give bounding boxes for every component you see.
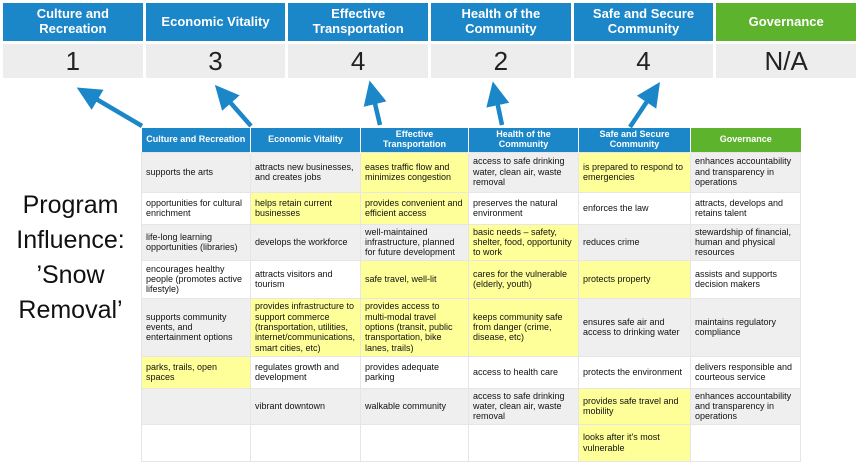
matrix-cell: keeps community safe from danger (crime,… — [468, 297, 579, 357]
matrix-row: looks after it's most vulnerable — [141, 423, 801, 462]
score-column: Safe and Secure Community 4 — [573, 3, 714, 78]
matrix-cell: access to safe drinking water, clean air… — [468, 387, 579, 425]
score-value: 4 — [573, 44, 714, 78]
matrix-cell: well-maintained infrastructure, planned … — [360, 223, 469, 261]
matrix-cell: eases traffic flow and minimizes congest… — [360, 151, 469, 193]
arrow-economic-vitality — [214, 84, 253, 128]
score-value: N/A — [716, 44, 856, 78]
matrix-cell: protects property — [578, 259, 691, 299]
matrix-cell: enhances accountability and transparency… — [690, 151, 801, 193]
influence-matrix: Culture and Recreation Economic Vitality E… — [141, 128, 801, 462]
scoreboard: Culture and Recreation 1 Economic Vitality… — [3, 3, 856, 78]
program-title: Program Influence: ’Snow Removal’ — [16, 191, 125, 324]
score-column: Health of the Community 2 — [431, 3, 571, 78]
matrix-cell — [690, 423, 801, 462]
matrix-row: supports the arts attracts new businesses… — [141, 151, 801, 193]
matrix-column-header: Health of the Community — [468, 128, 579, 152]
matrix-cell: basic needs – safety, shelter, food, opp… — [468, 223, 579, 261]
matrix-cell: looks after it's most vulnerable — [578, 423, 691, 462]
matrix-cell: attracts visitors and tourism — [250, 259, 361, 299]
matrix-cell: opportunities for cultural enrichment — [141, 191, 251, 225]
matrix-row: life-long learning opportunities (librar… — [141, 223, 801, 261]
matrix-cell — [141, 387, 251, 425]
matrix-cell: is prepared to respond to emergencies — [578, 151, 691, 193]
score-header: Economic Vitality — [145, 3, 286, 41]
matrix-row: supports community events, and entertain… — [141, 297, 801, 357]
matrix-cell: cares for the vulnerable (elderly, youth… — [468, 259, 579, 299]
matrix-cell: safe travel, well-lit — [360, 259, 469, 299]
arrow-safe-secure-community — [628, 82, 660, 129]
matrix-cell: stewardship of financial, human and phys… — [690, 223, 801, 261]
score-header: Safe and Secure Community — [573, 3, 714, 41]
matrix-cell: reduces crime — [578, 223, 691, 261]
score-header: Health of the Community — [431, 3, 571, 41]
matrix-column-header: Economic Vitality — [250, 128, 361, 152]
score-column: Effective Transportation 4 — [288, 3, 428, 78]
score-header: Culture and Recreation — [3, 3, 143, 41]
matrix-cell: preserves the natural environment — [468, 191, 579, 225]
matrix-cell: provides convenient and efficient access — [360, 191, 469, 225]
matrix-row: parks, trails, open spaces regulates grow… — [141, 355, 801, 389]
matrix-cell: parks, trails, open spaces — [141, 355, 251, 389]
matrix-cell — [141, 423, 251, 462]
matrix-row: vibrant downtown walkable community access… — [141, 387, 801, 425]
matrix-cell: access to safe drinking water, clean air… — [468, 151, 579, 193]
matrix-cell: develops the workforce — [250, 223, 361, 261]
matrix-cell: protects the environment — [578, 355, 691, 389]
influence-arrows — [76, 80, 660, 129]
matrix-column-header: Safe and Secure Community — [578, 128, 691, 152]
matrix-cell: delivers responsible and courteous servi… — [690, 355, 801, 389]
matrix-row: opportunities for cultural enrichment hel… — [141, 191, 801, 225]
score-value: 2 — [431, 44, 571, 78]
matrix-column-header: Effective Transportation — [360, 128, 469, 152]
matrix-cell: provides adequate parking — [360, 355, 469, 389]
matrix-cell: enhances accountability and transparency… — [690, 387, 801, 425]
score-column: Economic Vitality 3 — [145, 3, 286, 78]
matrix-cell: vibrant downtown — [250, 387, 361, 425]
arrow-effective-transportation — [363, 80, 387, 126]
matrix-cell: walkable community — [360, 387, 469, 425]
matrix-cell: access to health care — [468, 355, 579, 389]
score-header: Governance — [716, 3, 856, 41]
matrix-cell: supports the arts — [141, 151, 251, 193]
matrix-cell: life-long learning opportunities (librar… — [141, 223, 251, 261]
matrix-cell: provides infrastructure to support comme… — [250, 297, 361, 357]
score-value: 3 — [145, 44, 286, 78]
arrow-culture-recreation — [76, 87, 144, 128]
matrix-cell: provides safe travel and mobility — [578, 387, 691, 425]
influence-matrix-wrap: Culture and Recreation Economic Vitality E… — [141, 128, 801, 462]
matrix-body: supports the arts attracts new businesses… — [141, 151, 801, 462]
matrix-cell: assists and supports decision makers — [690, 259, 801, 299]
matrix-cell: attracts new businesses, and creates job… — [250, 151, 361, 193]
matrix-column-header: Governance — [690, 128, 801, 152]
matrix-cell: enforces the law — [578, 191, 691, 225]
matrix-cell: provides access to multi-modal travel op… — [360, 297, 469, 357]
matrix-header-row: Culture and Recreation Economic Vitality E… — [141, 128, 801, 152]
matrix-cell: helps retain current businesses — [250, 191, 361, 225]
matrix-cell — [360, 423, 469, 462]
matrix-cell: regulates growth and development — [250, 355, 361, 389]
matrix-cell — [468, 423, 579, 462]
score-column: Governance N/A — [716, 3, 856, 78]
matrix-cell: supports community events, and entertain… — [141, 297, 251, 357]
matrix-cell: attracts, develops and retains talent — [690, 191, 801, 225]
score-column: Culture and Recreation 1 — [3, 3, 143, 78]
score-value: 1 — [3, 44, 143, 78]
arrow-health-community — [486, 81, 510, 126]
score-value: 4 — [288, 44, 428, 78]
matrix-cell: ensures safe air and access to drinking … — [578, 297, 691, 357]
matrix-cell: encourages healthy people (promotes acti… — [141, 259, 251, 299]
score-header: Effective Transportation — [288, 3, 428, 41]
matrix-cell: maintains regulatory compliance — [690, 297, 801, 357]
matrix-cell — [250, 423, 361, 462]
matrix-column-header: Culture and Recreation — [141, 128, 251, 152]
matrix-row: encourages healthy people (promotes acti… — [141, 259, 801, 299]
